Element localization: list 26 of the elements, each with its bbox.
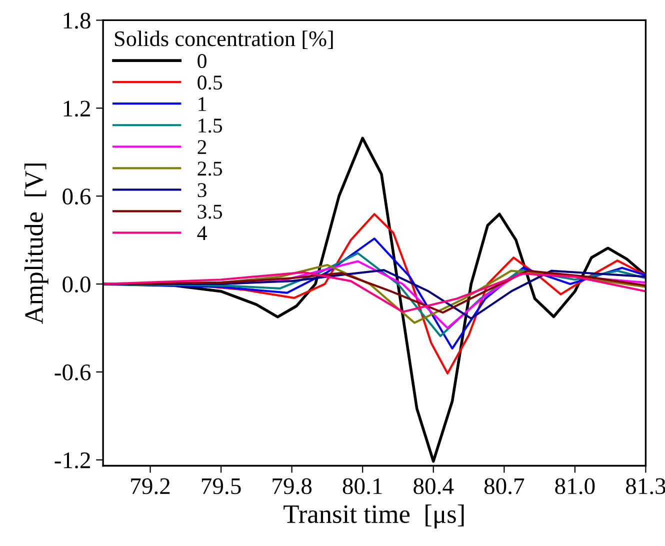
x-tick-label: 81.3 xyxy=(626,478,665,494)
x-tick-label: 80.1 xyxy=(342,478,382,494)
x-tick-label: 79.2 xyxy=(131,478,170,494)
legend-label: 2.5 xyxy=(198,162,222,176)
y-tick-label: -0.6 xyxy=(54,364,91,380)
x-tick-label: 81.0 xyxy=(555,478,595,494)
x-tick-label: 80.7 xyxy=(484,478,524,494)
y-tick-label: 1.2 xyxy=(64,100,90,117)
y-tick-label: 1.8 xyxy=(64,12,90,29)
y-tick-label: 0.0 xyxy=(62,276,90,293)
legend-label: 3 xyxy=(198,183,206,198)
y-axis-title: Amplitude [V] xyxy=(24,164,48,324)
x-axis-title: Transit time [μs] xyxy=(284,504,464,528)
y-tick-label: 0.6 xyxy=(62,188,91,205)
y-tick-label: -1.2 xyxy=(54,452,90,468)
x-tick-label: 80.4 xyxy=(414,478,454,494)
legend-label: 4 xyxy=(197,226,207,240)
legend-label: 1.5 xyxy=(198,118,222,133)
x-tick-label: 79.5 xyxy=(202,478,241,494)
legend-title: Solids concentration [%] xyxy=(114,30,333,50)
legend-label: 3.5 xyxy=(198,204,222,219)
legend-label: 0 xyxy=(198,54,206,68)
legend-label: 0.5 xyxy=(198,76,222,90)
legend-label: 1 xyxy=(198,97,206,111)
x-tick-label: 79.8 xyxy=(272,478,312,494)
legend-label: 2 xyxy=(198,140,206,154)
